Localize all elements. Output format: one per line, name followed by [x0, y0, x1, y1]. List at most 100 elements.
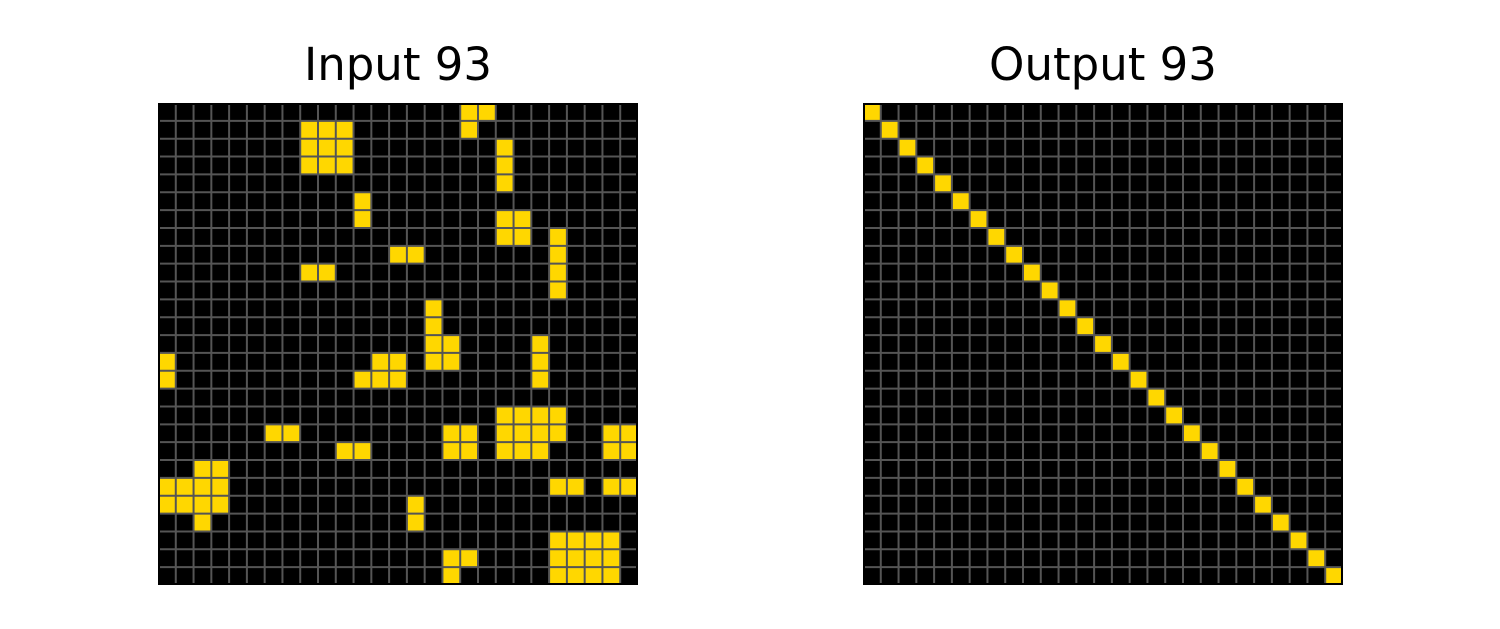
- input-filled-cell: [495, 227, 514, 246]
- input-filled-cell: [549, 263, 567, 282]
- input-filled-cell: [211, 477, 230, 496]
- output-filled-cell: [951, 192, 970, 211]
- input-filled-cell: [495, 406, 514, 425]
- input-filled-cell: [442, 352, 461, 371]
- output-filled-cell: [863, 103, 881, 121]
- input-filled-cell: [531, 370, 550, 389]
- input-background: [158, 103, 638, 585]
- input-filled-cell: [282, 424, 301, 443]
- input-filled-cell: [549, 549, 567, 568]
- input-filled-cell: [424, 317, 443, 336]
- input-filled-cell: [566, 531, 585, 550]
- input-filled-cell: [318, 120, 336, 139]
- input-filled-cell: [513, 424, 532, 443]
- output-filled-cell: [1200, 442, 1219, 461]
- input-filled-cell: [353, 210, 372, 228]
- input-filled-cell: [602, 442, 621, 461]
- output-filled-cell: [934, 174, 952, 193]
- output-filled-cell: [1165, 406, 1183, 425]
- input-filled-cell: [406, 513, 425, 532]
- output-filled-cell: [1076, 317, 1095, 336]
- input-filled-cell: [353, 192, 372, 211]
- input-filled-cell: [193, 460, 212, 478]
- input-filled-cell: [602, 567, 621, 585]
- output-filled-cell: [898, 138, 917, 157]
- input-filled-cell: [424, 352, 443, 371]
- output-filled-cell: [916, 156, 935, 175]
- input-filled-cell: [406, 245, 425, 264]
- input-filled-cell: [335, 156, 354, 175]
- input-filled-cell: [513, 210, 532, 228]
- input-filled-cell: [442, 424, 461, 443]
- output-filled-cell: [1271, 513, 1290, 532]
- input-filled-cell: [318, 138, 336, 157]
- input-filled-cell: [531, 352, 550, 371]
- output-filled-cell: [880, 120, 899, 139]
- input-filled-cell: [549, 406, 567, 425]
- input-filled-cell: [300, 156, 318, 175]
- input-filled-cell: [353, 442, 372, 461]
- output-filled-cell: [1129, 370, 1148, 389]
- input-filled-cell: [193, 477, 212, 496]
- input-filled-cell: [549, 531, 567, 550]
- input-filled-cell: [318, 263, 336, 282]
- input-filled-cell: [513, 442, 532, 461]
- input-filled-cell: [549, 245, 567, 264]
- input-filled-cell: [584, 549, 603, 568]
- input-filled-cell: [602, 477, 621, 496]
- input-filled-cell: [602, 424, 621, 443]
- output-filled-cell: [1289, 531, 1308, 550]
- input-filled-cell: [300, 138, 318, 157]
- input-filled-cell: [566, 567, 585, 585]
- input-filled-cell: [478, 103, 496, 121]
- input-filled-cell: [460, 442, 478, 461]
- output-filled-cell: [1023, 263, 1041, 282]
- input-filled-cell: [566, 549, 585, 568]
- input-filled-cell: [353, 370, 372, 389]
- input-filled-cell: [513, 406, 532, 425]
- input-filled-cell: [318, 156, 336, 175]
- input-filled-cell: [495, 138, 514, 157]
- input-filled-cell: [620, 442, 638, 461]
- input-filled-cell: [211, 495, 230, 514]
- input-filled-cell: [602, 531, 621, 550]
- input-filled-cell: [158, 477, 176, 496]
- input-filled-cell: [335, 138, 354, 157]
- input-filled-cell: [193, 495, 212, 514]
- input-filled-cell: [389, 352, 407, 371]
- input-filled-cell: [442, 442, 461, 461]
- output-filled-cell: [1307, 549, 1326, 568]
- input-title: Input 93: [303, 38, 493, 91]
- output-grid: [863, 103, 1343, 585]
- output-title: Output 93: [989, 38, 1217, 91]
- input-filled-cell: [584, 531, 603, 550]
- input-filled-cell: [620, 424, 638, 443]
- input-filled-cell: [335, 120, 354, 139]
- input-filled-cell: [531, 442, 550, 461]
- input-filled-cell: [389, 245, 407, 264]
- input-filled-cell: [442, 335, 461, 353]
- input-filled-cell: [158, 495, 176, 514]
- output-filled-cell: [1111, 352, 1130, 371]
- input-filled-cell: [424, 299, 443, 318]
- input-filled-cell: [602, 549, 621, 568]
- input-filled-cell: [531, 335, 550, 353]
- output-filled-cell: [1218, 460, 1237, 478]
- input-grid-svg: [158, 103, 638, 585]
- input-filled-cell: [495, 424, 514, 443]
- input-filled-cell: [513, 227, 532, 246]
- output-filled-cell: [987, 227, 1006, 246]
- input-filled-cell: [424, 335, 443, 353]
- input-filled-cell: [406, 495, 425, 514]
- input-filled-cell: [460, 424, 478, 443]
- input-filled-cell: [442, 549, 461, 568]
- input-filled-cell: [549, 477, 567, 496]
- output-filled-cell: [1040, 281, 1059, 300]
- input-filled-cell: [300, 263, 318, 282]
- input-filled-cell: [495, 156, 514, 175]
- input-filled-cell: [460, 120, 478, 139]
- input-filled-cell: [300, 120, 318, 139]
- output-filled-cell: [1094, 335, 1112, 353]
- input-border: [158, 103, 638, 585]
- input-grid: [158, 103, 638, 585]
